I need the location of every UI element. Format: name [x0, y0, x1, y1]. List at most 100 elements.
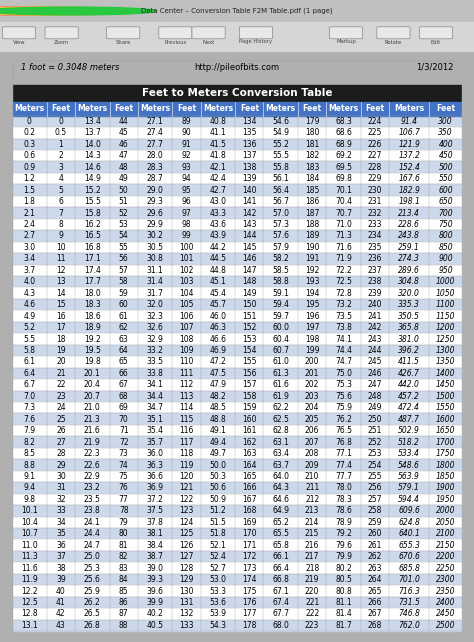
- Text: 18.0: 18.0: [84, 289, 100, 298]
- Text: 216: 216: [305, 541, 319, 550]
- Text: 60: 60: [119, 300, 128, 309]
- Text: 300: 300: [438, 117, 453, 126]
- FancyBboxPatch shape: [107, 27, 140, 39]
- Text: 42.4: 42.4: [210, 174, 227, 183]
- Text: 265: 265: [368, 587, 382, 596]
- Text: 7.0: 7.0: [23, 392, 36, 401]
- Text: 164: 164: [242, 460, 256, 469]
- Text: 137.2: 137.2: [398, 152, 420, 160]
- Text: 48.5: 48.5: [210, 403, 227, 412]
- Bar: [12, 539, 462, 551]
- Text: 22.9: 22.9: [84, 472, 100, 481]
- Text: 172: 172: [242, 552, 256, 561]
- Text: 42.7: 42.7: [210, 186, 227, 195]
- Text: 12: 12: [56, 266, 65, 275]
- Bar: [12, 459, 462, 471]
- Text: 76: 76: [119, 483, 128, 492]
- Text: 48.2: 48.2: [210, 392, 226, 401]
- Bar: [12, 162, 462, 173]
- Text: 53.6: 53.6: [210, 598, 227, 607]
- Text: 76.8: 76.8: [335, 438, 352, 447]
- Text: 25.3: 25.3: [84, 564, 100, 573]
- Text: 12.2: 12.2: [21, 587, 38, 596]
- Text: 35.4: 35.4: [146, 426, 164, 435]
- Text: 2500: 2500: [436, 621, 456, 630]
- Text: 624.8: 624.8: [398, 518, 420, 527]
- Text: 5.5: 5.5: [23, 334, 36, 343]
- Text: 34.4: 34.4: [146, 392, 164, 401]
- Text: 238: 238: [368, 277, 382, 286]
- Text: 40.5: 40.5: [146, 621, 164, 630]
- Text: 88: 88: [119, 621, 128, 630]
- FancyBboxPatch shape: [239, 27, 273, 39]
- Bar: [12, 196, 462, 207]
- Text: 227: 227: [368, 152, 382, 160]
- Text: 159: 159: [242, 403, 256, 412]
- Text: 22.6: 22.6: [84, 460, 100, 469]
- Text: 2000: 2000: [436, 507, 456, 516]
- Text: 54.9: 54.9: [272, 128, 289, 137]
- Text: 2200: 2200: [436, 552, 456, 561]
- Text: 8.5: 8.5: [23, 449, 36, 458]
- Text: 112: 112: [179, 380, 193, 389]
- Text: 3.4: 3.4: [23, 254, 36, 263]
- Text: 31: 31: [56, 483, 65, 492]
- Text: 32: 32: [56, 495, 65, 504]
- Text: 57.0: 57.0: [272, 209, 289, 218]
- Text: 25: 25: [56, 415, 65, 424]
- Text: 39.3: 39.3: [146, 575, 164, 584]
- Text: 68.3: 68.3: [335, 117, 352, 126]
- Text: 80.8: 80.8: [335, 587, 352, 596]
- Text: 22: 22: [56, 380, 65, 389]
- Text: 533.4: 533.4: [398, 449, 420, 458]
- Text: 48.8: 48.8: [210, 415, 226, 424]
- Text: 25.0: 25.0: [84, 552, 100, 561]
- Text: 83: 83: [119, 564, 128, 573]
- Text: 14.9: 14.9: [84, 174, 100, 183]
- Text: 84: 84: [119, 575, 128, 584]
- Text: 75.0: 75.0: [335, 369, 352, 378]
- Text: http://pileofbits.com: http://pileofbits.com: [194, 63, 280, 72]
- Text: 23.5: 23.5: [84, 495, 100, 504]
- Text: 6.4: 6.4: [23, 369, 36, 378]
- Text: 163: 163: [242, 449, 256, 458]
- Text: 15.8: 15.8: [84, 209, 100, 218]
- Text: 28: 28: [56, 449, 65, 458]
- Text: 62.2: 62.2: [273, 403, 289, 412]
- Text: 56.7: 56.7: [272, 197, 289, 206]
- Text: 80.5: 80.5: [335, 575, 352, 584]
- Text: 289.6: 289.6: [398, 266, 420, 275]
- Text: 0.3: 0.3: [23, 140, 36, 149]
- Text: 472.4: 472.4: [398, 403, 420, 412]
- Text: 53.9: 53.9: [210, 609, 227, 618]
- Bar: [12, 494, 462, 505]
- Text: 250: 250: [368, 415, 382, 424]
- Text: 234: 234: [368, 232, 382, 241]
- Text: 15: 15: [56, 300, 65, 309]
- Bar: [12, 482, 462, 494]
- Text: 38: 38: [56, 564, 65, 573]
- Text: 54.3: 54.3: [210, 621, 227, 630]
- Text: 57.6: 57.6: [272, 232, 289, 241]
- Text: 243.8: 243.8: [398, 232, 420, 241]
- Bar: [12, 102, 462, 116]
- Text: 670.6: 670.6: [398, 552, 420, 561]
- Text: 43.3: 43.3: [210, 209, 227, 218]
- Text: 52: 52: [119, 209, 128, 218]
- Text: 39: 39: [56, 575, 66, 584]
- Text: 81.7: 81.7: [335, 621, 352, 630]
- Text: 19.5: 19.5: [84, 346, 100, 355]
- Text: 0: 0: [27, 117, 32, 126]
- Text: 51: 51: [119, 197, 128, 206]
- Text: 103: 103: [179, 277, 194, 286]
- Text: 12.8: 12.8: [21, 609, 38, 618]
- Text: 39.0: 39.0: [146, 564, 164, 573]
- Text: 181: 181: [305, 140, 319, 149]
- Text: 177: 177: [242, 609, 256, 618]
- Text: 171: 171: [242, 541, 256, 550]
- Text: Feet to Meters Conversion Table: Feet to Meters Conversion Table: [142, 89, 332, 98]
- Text: 450: 450: [438, 152, 453, 160]
- Bar: [12, 379, 462, 390]
- Text: 42.1: 42.1: [210, 162, 226, 171]
- Text: 67.4: 67.4: [272, 598, 289, 607]
